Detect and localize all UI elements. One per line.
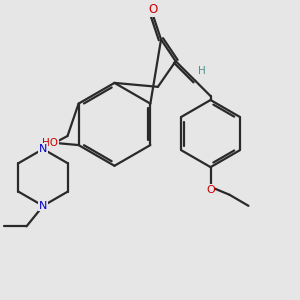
Text: N: N bbox=[39, 201, 47, 211]
Text: N: N bbox=[39, 144, 47, 154]
Text: HO: HO bbox=[42, 138, 58, 148]
Text: H: H bbox=[198, 66, 206, 76]
Text: O: O bbox=[148, 3, 158, 16]
Text: O: O bbox=[206, 184, 215, 195]
